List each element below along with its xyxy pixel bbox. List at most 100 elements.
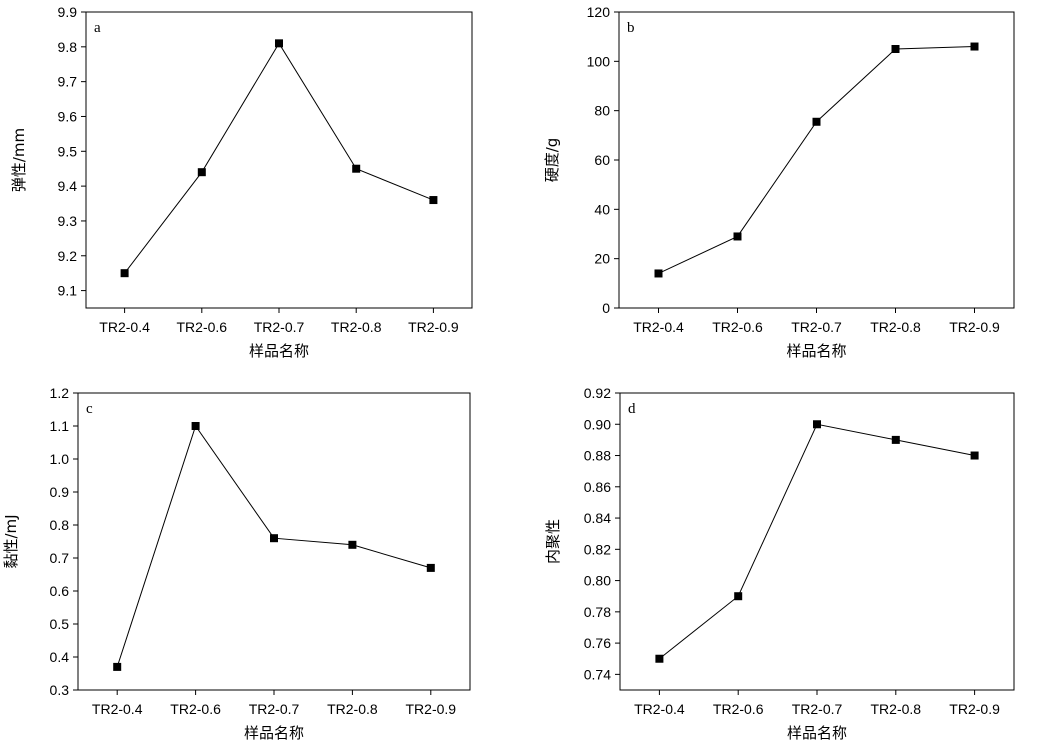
y-tick-label: 0.90 <box>584 416 611 432</box>
y-tick-label: 0.78 <box>584 604 611 620</box>
x-tick-label: TR2-0.4 <box>634 701 685 717</box>
y-tick-label: 0.6 <box>50 583 70 599</box>
x-tick-label: TR2-0.6 <box>712 319 763 335</box>
y-tick-label: 0.80 <box>584 573 611 589</box>
data-point-marker <box>429 196 438 205</box>
series-line <box>116 424 431 668</box>
y-tick-label: 0.86 <box>584 479 611 495</box>
y-axis-title: 硬度/g <box>543 138 561 183</box>
data-point-marker <box>654 269 663 278</box>
data-point-marker <box>348 540 357 549</box>
y-axis-title: 内聚性 <box>544 519 562 564</box>
data-point-marker <box>270 534 278 543</box>
y-tick-label: 0.92 <box>584 385 611 401</box>
plot-frame <box>619 392 1015 691</box>
y-tick-label: 9.2 <box>58 248 78 264</box>
series-line <box>658 46 975 274</box>
y-tick-label: 20 <box>594 251 610 267</box>
panel-label: b <box>627 20 635 36</box>
data-point-marker <box>275 39 283 48</box>
x-tick-label: TR2-0.7 <box>254 319 305 335</box>
y-axis-title: 黏性/mJ <box>2 514 20 568</box>
y-tick-label: 9.3 <box>58 213 78 229</box>
data-point-marker <box>426 563 435 572</box>
data-point-marker <box>120 269 129 278</box>
y-tick-label: 9.8 <box>58 39 78 55</box>
chart-panel-a: a 9.1 9.2 9.3 9.4 9.5 9.6 9.7 9.8 9.9 TR2-0.4 TR2-0… <box>10 4 473 360</box>
x-axis-title: 样品名称 <box>244 724 304 742</box>
x-tick-label: TR2-0.4 <box>633 319 684 335</box>
data-point-marker <box>970 451 979 460</box>
series-line <box>124 42 434 274</box>
y-tick-label: 1.1 <box>50 418 70 434</box>
chart-panel-b: b 0 20 40 60 80 100 120 TR2-0.4 TR2-0.6 TR2-0.7 TR2… <box>543 4 1015 360</box>
chart-panel-d: d 0.74 0.76 0.78 0.80 0.82 0.84 0.86 0.88 0.90 0.9… <box>544 385 1015 742</box>
y-tick-label: 60 <box>594 152 610 168</box>
y-tick-label: 9.7 <box>58 74 78 90</box>
x-tick-label: TR2-0.4 <box>92 701 143 717</box>
x-tick-label: TR2-0.6 <box>177 319 228 335</box>
chart-panel-c: c 0.3 0.4 0.5 0.6 0.7 0.8 0.9 1.0 1.1 1.2 TR2-0.4 TR… <box>2 385 471 742</box>
y-tick-label: 0.5 <box>50 616 70 632</box>
data-point-marker <box>891 45 900 53</box>
x-tick-label: TR2-0.6 <box>713 701 764 717</box>
data-point-marker <box>891 435 900 444</box>
y-tick-label: 0.7 <box>50 550 70 566</box>
x-tick-label: TR2-0.6 <box>170 701 221 717</box>
x-tick-label: TR2-0.8 <box>327 701 378 717</box>
y-tick-label: 0.9 <box>50 484 70 500</box>
y-tick-label: 0.82 <box>584 541 611 557</box>
panel-label: d <box>628 401 636 417</box>
data-point-marker <box>813 420 821 429</box>
plot-frame <box>85 11 473 309</box>
plot-frame <box>618 11 1015 309</box>
data-point-marker <box>191 422 200 430</box>
x-tick-label: TR2-0.7 <box>791 319 842 335</box>
y-tick-label: 9.6 <box>58 108 78 124</box>
x-tick-label: TR2-0.9 <box>408 319 459 335</box>
x-tick-label: TR2-0.9 <box>406 701 457 717</box>
series-line <box>659 423 975 660</box>
x-tick-label: TR2-0.7 <box>792 701 843 717</box>
y-tick-label: 0.88 <box>584 448 611 464</box>
x-tick-label: TR2-0.9 <box>949 319 1000 335</box>
x-tick-label: TR2-0.4 <box>99 319 150 335</box>
x-tick-label: TR2-0.7 <box>249 701 300 717</box>
data-point-marker <box>812 117 821 126</box>
x-axis-title: 样品名称 <box>249 342 309 360</box>
x-tick-label: TR2-0.8 <box>870 319 921 335</box>
y-tick-label: 9.5 <box>58 143 78 159</box>
y-tick-label: 40 <box>594 201 610 217</box>
panel-label: a <box>94 20 101 36</box>
y-tick-label: 1.0 <box>50 451 70 467</box>
data-point-marker <box>970 42 979 51</box>
data-point-marker <box>734 592 743 601</box>
x-axis-title: 样品名称 <box>787 724 847 742</box>
data-point-marker <box>655 654 664 663</box>
y-tick-label: 9.9 <box>58 4 78 20</box>
data-point-marker <box>352 164 361 173</box>
y-tick-label: 1.2 <box>50 385 70 401</box>
y-tick-label: 0 <box>602 300 610 316</box>
y-tick-label: 120 <box>587 4 611 20</box>
y-tick-label: 0.74 <box>584 666 611 682</box>
x-tick-label: TR2-0.8 <box>331 319 382 335</box>
x-axis-title: 样品名称 <box>786 342 846 360</box>
y-tick-label: 0.4 <box>50 649 70 665</box>
y-tick-label: 0.3 <box>50 682 70 698</box>
x-tick-label: TR2-0.9 <box>949 701 1000 717</box>
y-axis-title: 弹性/mm <box>10 128 28 192</box>
y-tick-label: 0.76 <box>584 635 611 651</box>
y-tick-label: 9.1 <box>58 283 78 299</box>
y-tick-label: 9.4 <box>58 178 78 194</box>
y-tick-label: 0.8 <box>50 517 70 533</box>
data-point-marker <box>197 168 206 177</box>
data-point-marker <box>113 662 122 671</box>
y-tick-label: 80 <box>594 103 610 119</box>
data-point-marker <box>733 232 742 241</box>
panel-label: c <box>86 401 93 417</box>
x-tick-label: TR2-0.8 <box>871 701 922 717</box>
y-tick-label: 100 <box>587 53 611 69</box>
y-tick-label: 0.84 <box>584 510 611 526</box>
